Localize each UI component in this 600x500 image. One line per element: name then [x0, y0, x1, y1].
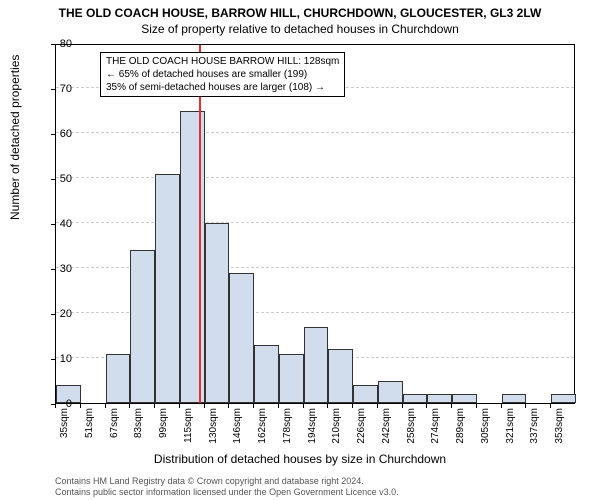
x-tick-label: 178sqm — [282, 408, 293, 452]
y-tick-label: 50 — [52, 173, 72, 185]
x-tick-label: 321sqm — [505, 408, 516, 452]
y-tick-mark — [51, 89, 55, 90]
x-tick-label: 289sqm — [455, 408, 466, 452]
x-tick-label: 51sqm — [84, 408, 95, 452]
x-tick-mark — [204, 404, 205, 408]
y-tick-mark — [51, 224, 55, 225]
marker-line — [199, 45, 201, 403]
x-tick-label: 146sqm — [232, 408, 243, 452]
histogram-bar — [304, 327, 329, 404]
x-tick-mark — [352, 404, 353, 408]
x-tick-mark — [426, 404, 427, 408]
x-tick-label: 35sqm — [59, 408, 70, 452]
x-tick-mark — [228, 404, 229, 408]
x-tick-mark — [105, 404, 106, 408]
histogram-bar — [279, 354, 304, 404]
x-tick-label: 162sqm — [257, 408, 268, 452]
x-tick-mark — [525, 404, 526, 408]
y-tick-mark — [51, 134, 55, 135]
x-tick-mark — [476, 404, 477, 408]
annotation-box: THE OLD COACH HOUSE BARROW HILL: 128sqm … — [100, 52, 345, 97]
y-tick-label: 20 — [52, 308, 72, 320]
x-tick-label: 337sqm — [529, 408, 540, 452]
x-tick-mark — [451, 404, 452, 408]
x-tick-label: 242sqm — [381, 408, 392, 452]
histogram-bar — [403, 394, 428, 403]
x-tick-label: 115sqm — [183, 408, 194, 452]
x-tick-mark — [278, 404, 279, 408]
x-tick-label: 194sqm — [307, 408, 318, 452]
x-tick-mark — [327, 404, 328, 408]
histogram-bar — [353, 385, 378, 403]
gridline — [56, 132, 574, 133]
y-tick-mark — [51, 179, 55, 180]
histogram-bar — [452, 394, 477, 403]
y-tick-label: 30 — [52, 263, 72, 275]
x-tick-mark — [303, 404, 304, 408]
footer-line-2: Contains public sector information licen… — [55, 487, 399, 498]
y-axis-label: Number of detached properties — [8, 55, 22, 220]
x-tick-mark — [377, 404, 378, 408]
histogram-bar — [551, 394, 576, 403]
x-tick-label: 130sqm — [208, 408, 219, 452]
y-tick-label: 70 — [52, 83, 72, 95]
histogram-bar — [130, 250, 155, 403]
y-tick-mark — [51, 44, 55, 45]
x-tick-mark — [253, 404, 254, 408]
x-tick-mark — [129, 404, 130, 408]
histogram-bar — [427, 394, 452, 403]
y-tick-mark — [51, 269, 55, 270]
chart-subtitle: Size of property relative to detached ho… — [0, 20, 600, 36]
x-axis-label: Distribution of detached houses by size … — [0, 452, 600, 466]
x-tick-mark — [55, 404, 56, 408]
y-tick-mark — [51, 359, 55, 360]
x-tick-label: 99sqm — [158, 408, 169, 452]
y-tick-label: 40 — [52, 218, 72, 230]
gridline — [56, 177, 574, 178]
histogram-bar — [106, 354, 131, 404]
x-tick-mark — [402, 404, 403, 408]
footer-line-1: Contains HM Land Registry data © Crown c… — [55, 476, 399, 487]
x-tick-label: 353sqm — [554, 408, 565, 452]
annotation-line-3: 35% of semi-detached houses are larger (… — [106, 81, 339, 94]
x-tick-label: 210sqm — [331, 408, 342, 452]
x-tick-label: 258sqm — [406, 408, 417, 452]
x-tick-mark — [80, 404, 81, 408]
footer-text: Contains HM Land Registry data © Crown c… — [55, 476, 399, 498]
x-tick-label: 83sqm — [133, 408, 144, 452]
y-tick-label: 80 — [52, 38, 72, 50]
gridline — [56, 222, 574, 223]
annotation-line-2: ← 65% of detached houses are smaller (19… — [106, 68, 339, 81]
histogram-bar — [254, 345, 279, 404]
histogram-bar — [155, 174, 180, 404]
x-tick-mark — [501, 404, 502, 408]
histogram-bar — [205, 223, 230, 403]
x-tick-label: 67sqm — [109, 408, 120, 452]
x-tick-mark — [179, 404, 180, 408]
histogram-bar — [328, 349, 353, 403]
y-tick-label: 10 — [52, 353, 72, 365]
chart-title: THE OLD COACH HOUSE, BARROW HILL, CHURCH… — [0, 0, 600, 20]
x-tick-label: 305sqm — [480, 408, 491, 452]
x-tick-mark — [550, 404, 551, 408]
x-tick-label: 226sqm — [356, 408, 367, 452]
x-tick-mark — [154, 404, 155, 408]
histogram-bar — [229, 273, 254, 404]
histogram-bar — [502, 394, 527, 403]
plot-area — [55, 44, 575, 404]
y-tick-label: 60 — [52, 128, 72, 140]
annotation-line-1: THE OLD COACH HOUSE BARROW HILL: 128sqm — [106, 55, 339, 68]
histogram-bar — [378, 381, 403, 404]
y-tick-mark — [51, 314, 55, 315]
x-tick-label: 274sqm — [430, 408, 441, 452]
